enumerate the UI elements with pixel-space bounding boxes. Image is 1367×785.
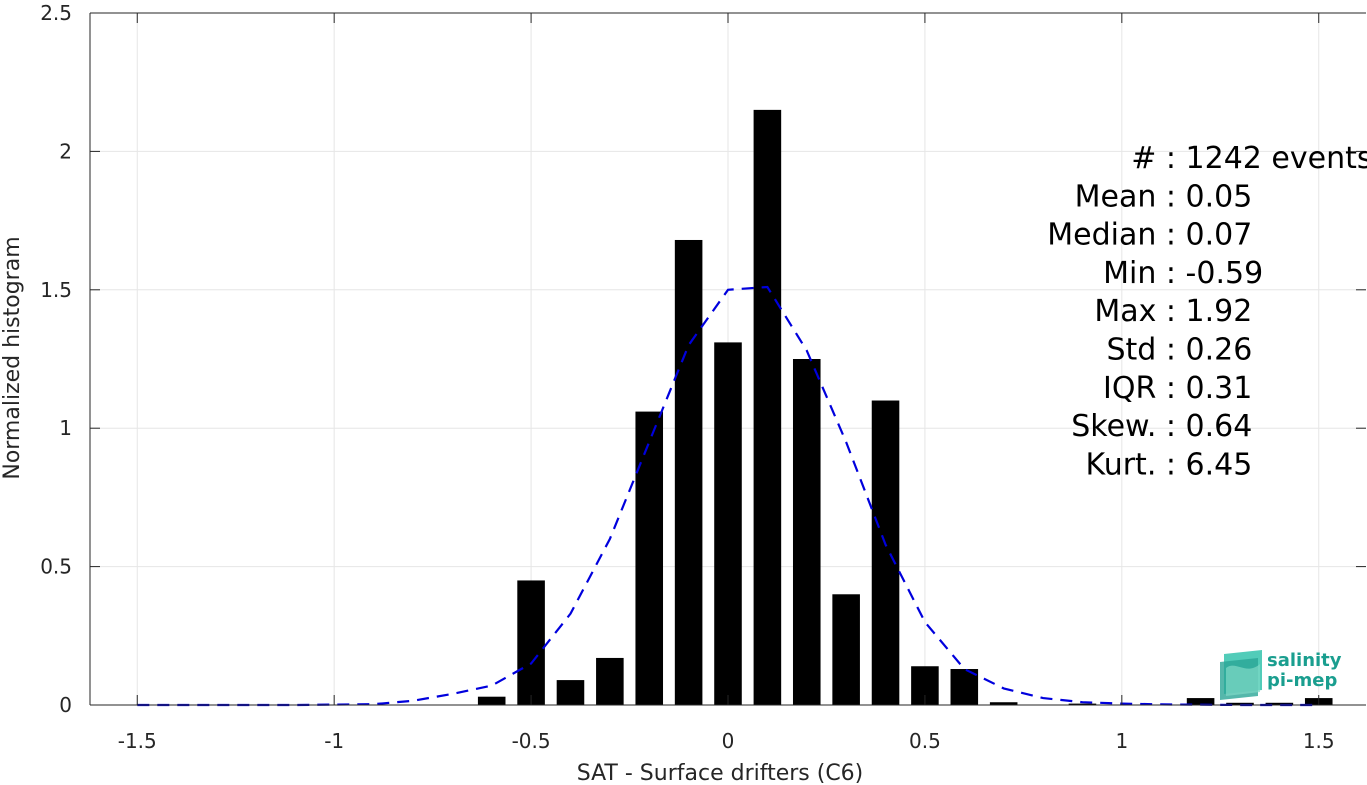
histogram-bar xyxy=(596,657,624,705)
stats-line: # : 1242 events xyxy=(1131,141,1367,176)
histogram-bar xyxy=(556,680,585,705)
y-tick-label: 1 xyxy=(59,416,72,440)
histogram-bar xyxy=(674,239,703,705)
wave-logo-icon xyxy=(1220,650,1262,700)
x-tick-label: 0.5 xyxy=(909,729,941,753)
histogram-bar xyxy=(1265,702,1294,705)
x-tick-label: -0.5 xyxy=(512,729,551,753)
x-tick-label: 1 xyxy=(1115,729,1128,753)
histogram-bar xyxy=(950,669,979,705)
stats-line: Mean : 0.05 xyxy=(1075,179,1253,214)
histogram-bar xyxy=(792,359,821,705)
y-tick-label: 1.5 xyxy=(40,278,72,302)
histogram-bar xyxy=(1068,703,1097,705)
axes xyxy=(89,12,1366,706)
stats-line: Std : 0.26 xyxy=(1107,333,1253,368)
y-tick-label: 0 xyxy=(59,693,72,717)
histogram-bar xyxy=(989,702,1018,705)
stats-line: Median : 0.07 xyxy=(1047,218,1252,253)
x-tick-label: -1 xyxy=(324,729,344,753)
histogram-bar xyxy=(517,580,545,705)
x-axis-title: SAT - Surface drifters (C6) xyxy=(577,761,864,785)
x-tick-label: 1.5 xyxy=(1303,729,1335,753)
stats-line: IQR : 0.31 xyxy=(1103,371,1252,406)
fit-curve-line xyxy=(137,285,1319,707)
histogram-bar xyxy=(832,594,860,705)
histogram-bars xyxy=(477,109,1333,705)
logo-text-salinity: salinity xyxy=(1267,650,1342,671)
histogram-bar xyxy=(871,400,900,705)
tick-labels: -1.5 -1 -0.5 0 0.5 1 1.5 0 0.5 1 1.5 2 2.5 xyxy=(40,1,1334,753)
histogram-bar xyxy=(1226,702,1254,705)
stats-line: Kurt. : 6.45 xyxy=(1086,447,1253,482)
histogram-bar xyxy=(1186,698,1215,705)
histogram-bar xyxy=(714,342,742,705)
y-tick-label: 2 xyxy=(59,139,72,163)
histogram-bar xyxy=(477,696,506,705)
histogram-bar xyxy=(635,411,664,705)
x-tick-label: 0 xyxy=(722,729,735,753)
stats-line: Max : 1.92 xyxy=(1094,294,1252,329)
logo-text-pi-mep: pi-mep xyxy=(1267,670,1337,691)
stats-line: Min : -0.59 xyxy=(1103,256,1263,291)
histogram-bar xyxy=(753,109,782,705)
stats-line: Skew. : 0.64 xyxy=(1071,409,1252,444)
y-axis-title: Normalized histogram xyxy=(0,236,25,479)
y-tick-label: 0.5 xyxy=(40,555,72,579)
y-tick-label: 2.5 xyxy=(40,1,72,25)
gaussian-fit-curve xyxy=(137,285,1319,707)
salinity-pi-mep-logo: salinity pi-mep xyxy=(1220,650,1342,700)
x-tick-label: -1.5 xyxy=(118,729,157,753)
